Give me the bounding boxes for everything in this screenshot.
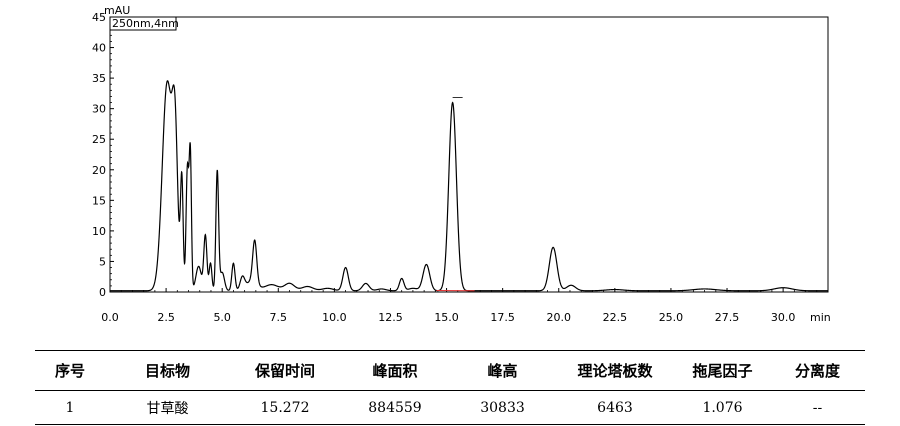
header-target: 目标物 xyxy=(105,350,230,391)
y-tick-label: 20 xyxy=(92,164,106,177)
header-retention-time: 保留时间 xyxy=(230,350,340,391)
y-tick-label: 45 xyxy=(92,11,106,24)
y-tick-label: 15 xyxy=(92,194,106,207)
table-row: 1 甘草酸 15.272 884559 30833 6463 1.076 -- xyxy=(35,390,865,425)
results-table: 序号 目标物 保留时间 峰面积 峰高 理论塔板数 拖尾因子 分离度 1 甘草酸 … xyxy=(35,350,865,425)
x-tick-label: 27.5 xyxy=(715,311,740,324)
cell-resolution: -- xyxy=(770,390,865,425)
cell-target: 甘草酸 xyxy=(105,390,230,425)
signal-trace xyxy=(110,80,828,292)
x-tick-label: 12.5 xyxy=(378,311,403,324)
header-peak-area: 峰面积 xyxy=(340,350,450,391)
x-tick-label: 0.0 xyxy=(101,311,119,324)
header-peak-height: 峰高 xyxy=(450,350,555,391)
y-tick-label: 35 xyxy=(92,72,106,85)
chromatogram-svg: 0 5 10 15 20 25 30 35 40 45 0.0 2.5 5.0 7.5 10.0 12.5 15… xyxy=(92,4,831,324)
x-tick-label: 30.0 xyxy=(771,311,796,324)
chromatogram: 0 5 10 15 20 25 30 35 40 45 0.0 2.5 5.0 7.5 10.0 12.5 15… xyxy=(92,4,831,324)
cell-index: 1 xyxy=(35,390,105,425)
header-tailing-factor: 拖尾因子 xyxy=(675,350,770,391)
x-tick-label: 22.5 xyxy=(603,311,628,324)
cell-tailing-factor: 1.076 xyxy=(675,390,770,425)
y-tick-label: 0 xyxy=(99,286,106,299)
cell-retention-time: 15.272 xyxy=(230,390,340,425)
y-tick-label: 10 xyxy=(92,225,106,238)
x-tick-label: 15.0 xyxy=(434,311,459,324)
y-tick-label: 5 xyxy=(99,255,106,268)
table-header-row: 序号 目标物 保留时间 峰面积 峰高 理论塔板数 拖尾因子 分离度 xyxy=(35,350,865,391)
header-theoretical-plates: 理论塔板数 xyxy=(555,350,675,391)
x-axis-label: min xyxy=(810,311,831,324)
cell-theoretical-plates: 6463 xyxy=(555,390,675,425)
y-axis-label: mAU xyxy=(104,4,130,17)
x-tick-label: 2.5 xyxy=(157,311,175,324)
header-resolution: 分离度 xyxy=(770,350,865,391)
x-tick-label: 17.5 xyxy=(490,311,515,324)
y-tick-label: 40 xyxy=(92,42,106,55)
x-tick-label: 20.0 xyxy=(547,311,572,324)
plot-frame xyxy=(109,16,829,293)
legend-label: 250nm,4nm xyxy=(112,17,179,30)
cell-peak-area: 884559 xyxy=(340,390,450,425)
header-index: 序号 xyxy=(35,350,105,391)
x-tick-label: 5.0 xyxy=(213,311,231,324)
y-tick-label: 30 xyxy=(92,103,106,116)
x-tick-label: 10.0 xyxy=(322,311,347,324)
y-tick-label: 25 xyxy=(92,133,106,146)
legend-box xyxy=(109,16,177,31)
x-tick-label: 25.0 xyxy=(659,311,684,324)
x-tick-label: 7.5 xyxy=(270,311,288,324)
cell-peak-height: 30833 xyxy=(450,390,555,425)
